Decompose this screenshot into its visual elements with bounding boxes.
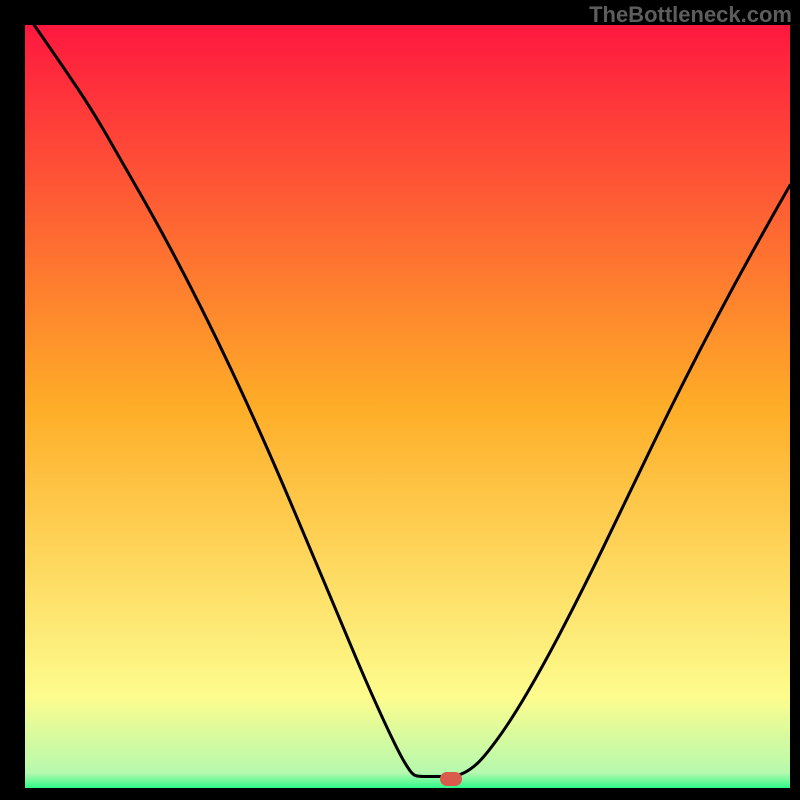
gpu-marker bbox=[440, 772, 462, 786]
chart-plot-area bbox=[25, 25, 790, 788]
chart-frame: TheBottleneck.com bbox=[0, 0, 800, 800]
bottleneck-curve bbox=[25, 25, 790, 788]
watermark-text: TheBottleneck.com bbox=[589, 2, 792, 28]
